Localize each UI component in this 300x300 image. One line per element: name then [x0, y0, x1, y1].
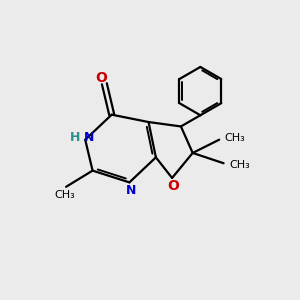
Text: H: H: [70, 131, 80, 144]
Text: O: O: [95, 71, 107, 85]
Text: CH₃: CH₃: [54, 190, 75, 200]
Text: N: N: [84, 131, 94, 144]
Text: CH₃: CH₃: [229, 160, 250, 170]
Text: N: N: [126, 184, 136, 197]
Text: CH₃: CH₃: [224, 133, 245, 143]
Text: O: O: [168, 179, 179, 193]
